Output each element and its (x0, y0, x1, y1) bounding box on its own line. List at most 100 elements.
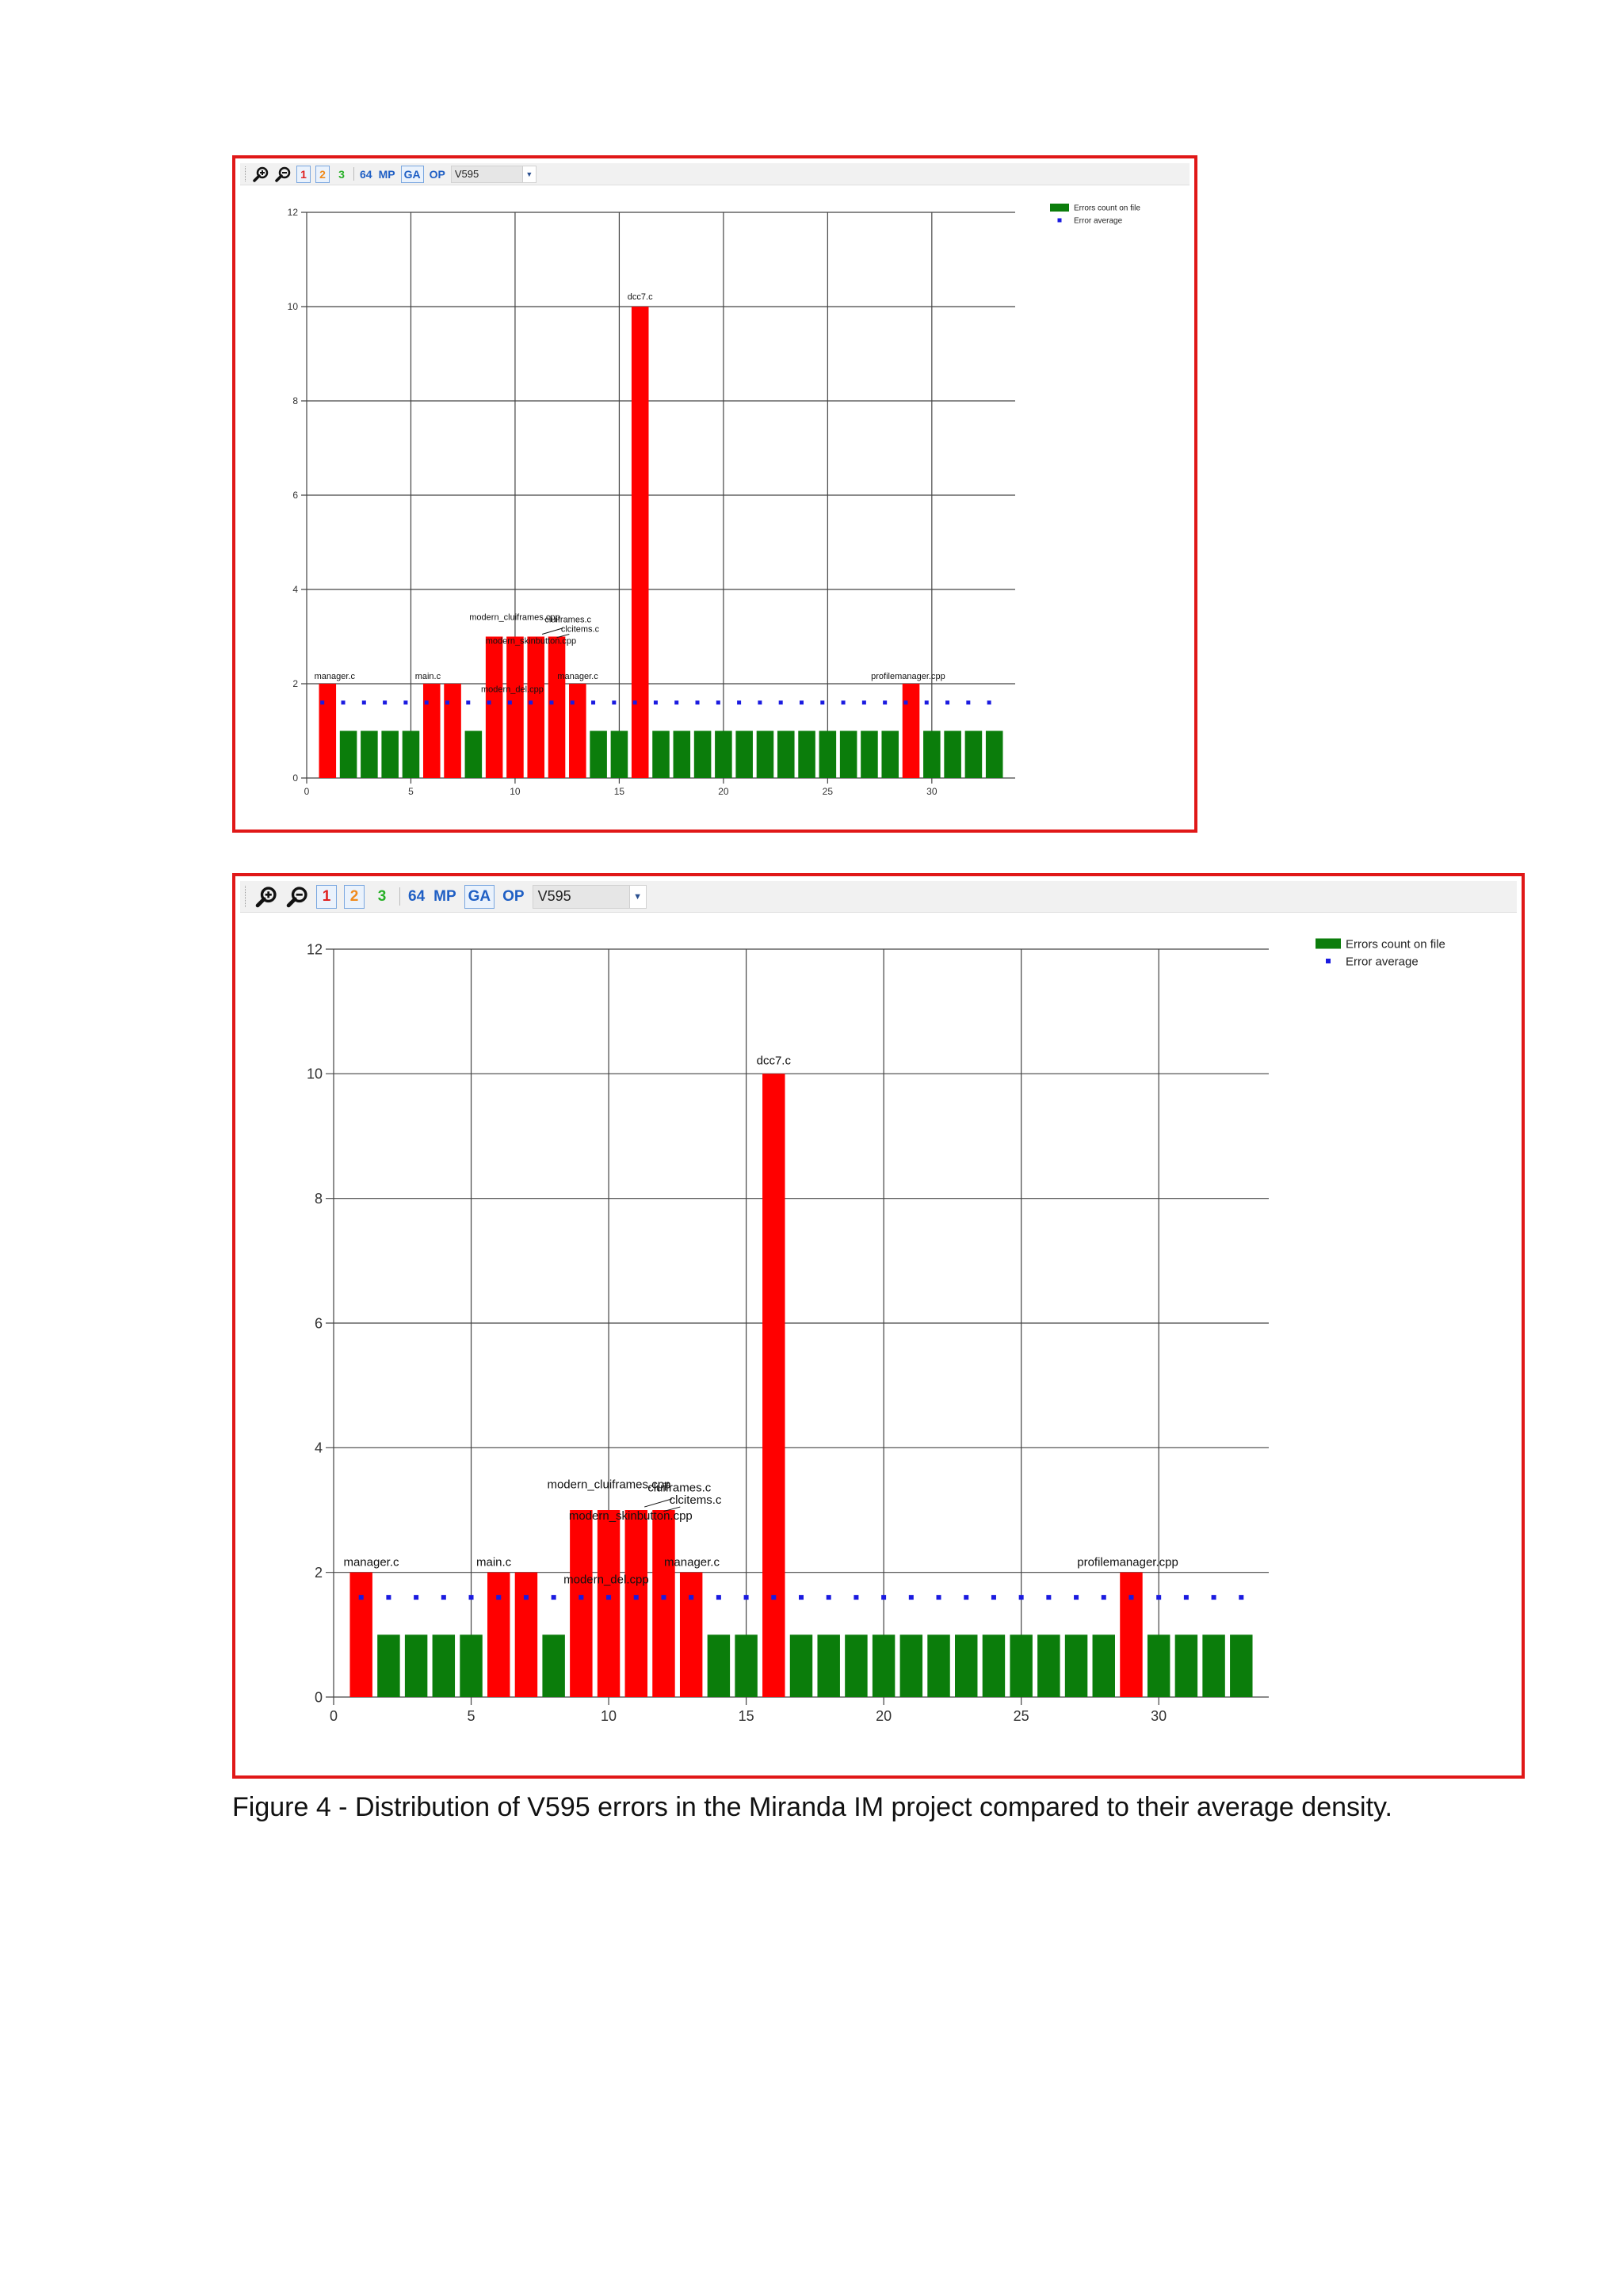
bar (485, 636, 503, 778)
average-point (903, 700, 908, 705)
legend-swatch (1316, 938, 1341, 949)
diagnostic-filter-value: V595 (454, 168, 479, 180)
y-tick-label: 0 (315, 1689, 323, 1705)
average-point (861, 700, 866, 705)
average-point (445, 700, 449, 705)
average-point (674, 700, 679, 705)
average-point (661, 1595, 666, 1600)
diagnostic-filter-dropdown[interactable]: V595 ▼ (450, 165, 537, 183)
bar (339, 730, 357, 778)
label-pointer (644, 1498, 673, 1508)
category-ga-toggle[interactable]: GA (464, 884, 495, 909)
average-point (826, 1595, 831, 1600)
bar (777, 730, 795, 778)
zoom-in-icon[interactable] (254, 885, 278, 909)
level-1-toggle[interactable]: 1 (296, 165, 311, 183)
data-label: modern_skinbutton.cpp (569, 1509, 693, 1523)
bar (1174, 1634, 1198, 1697)
bar (548, 636, 566, 778)
average-point (689, 1595, 694, 1600)
category-64-toggle[interactable]: 64 (360, 167, 372, 181)
average-point (716, 700, 720, 705)
level-2-toggle[interactable]: 2 (344, 884, 365, 909)
x-tick-label: 20 (718, 786, 729, 797)
category-mp-toggle[interactable]: MP (378, 167, 395, 181)
data-label: profilemanager.cpp (871, 672, 945, 681)
data-label: dcc7.c (628, 292, 653, 302)
level-2-toggle[interactable]: 2 (315, 165, 330, 183)
bar (985, 730, 1003, 778)
average-point (386, 1595, 391, 1600)
data-label: modern_skinbutton.cpp (486, 636, 576, 646)
average-point (945, 700, 950, 705)
average-point (883, 700, 888, 705)
bar (735, 730, 753, 778)
average-point (612, 700, 617, 705)
legend-label: Error average (1346, 955, 1419, 968)
bar (789, 1634, 813, 1697)
category-op-toggle[interactable]: OP (502, 887, 525, 905)
average-point (881, 1595, 887, 1600)
average-point (924, 700, 929, 705)
bar (514, 1572, 538, 1697)
category-ga-toggle[interactable]: GA (400, 165, 424, 183)
bar (460, 1634, 483, 1697)
y-tick-label: 10 (307, 1066, 323, 1082)
data-label: manager.c (343, 1556, 399, 1569)
category-64-toggle[interactable]: 64 (408, 887, 426, 905)
average-point (551, 1595, 556, 1600)
zoom-out-icon[interactable] (274, 166, 292, 183)
legend-swatch (1050, 204, 1069, 212)
level-3-toggle[interactable]: 3 (377, 887, 387, 905)
bar (432, 1634, 456, 1697)
chevron-down-icon[interactable]: ▼ (521, 166, 536, 182)
label-pointer (556, 634, 570, 639)
y-tick-label: 4 (292, 584, 298, 595)
y-tick-label: 6 (292, 490, 298, 501)
level-1-toggle[interactable]: 1 (316, 884, 337, 909)
average-point (695, 700, 700, 705)
chart-1: 0 2 4 6 8 10 12 0 5 10 15 20 25 30 manager.c main.c mode… (288, 204, 1140, 797)
average-point (424, 700, 429, 705)
data-label: manager.c (557, 672, 598, 681)
category-mp-toggle[interactable]: MP (433, 887, 456, 905)
diagnostic-filter-dropdown[interactable]: V595 ▼ (532, 884, 647, 909)
zoom-out-icon[interactable] (285, 885, 309, 909)
average-point (591, 700, 596, 705)
average-point (771, 1595, 777, 1600)
bar (923, 730, 941, 778)
average-point (579, 1595, 584, 1600)
legend-label: Errors count on file (1346, 937, 1445, 951)
bar (1010, 1634, 1033, 1697)
bar (624, 1510, 647, 1697)
x-tick-label: 10 (601, 1708, 617, 1724)
chevron-down-icon[interactable]: ▼ (628, 885, 646, 908)
average-point (466, 700, 471, 705)
x-tick-label: 25 (823, 786, 834, 797)
data-label: profilemanager.cpp (1077, 1556, 1178, 1569)
bar (506, 636, 524, 778)
bar (1230, 1634, 1253, 1697)
legend-label: Error average (1074, 217, 1123, 226)
average-point (991, 1595, 996, 1600)
level-3-toggle[interactable]: 3 (338, 167, 345, 181)
y-tick-label: 2 (292, 678, 298, 689)
x-tick-label: 20 (876, 1708, 892, 1724)
y-tick-label: 8 (315, 1191, 323, 1207)
x-tick-label: 30 (1151, 1708, 1167, 1724)
bar (487, 1572, 510, 1697)
bar (673, 730, 691, 778)
bar (817, 1634, 840, 1697)
average-point (820, 700, 825, 705)
zoom-in-icon[interactable] (252, 166, 269, 183)
legend-swatch (1326, 959, 1331, 963)
average-point (1074, 1595, 1079, 1600)
average-point (414, 1595, 419, 1600)
category-op-toggle[interactable]: OP (429, 167, 445, 181)
average-point (1156, 1595, 1162, 1600)
data-label: manager.c (315, 672, 356, 681)
average-point (758, 700, 762, 705)
x-tick-label: 5 (408, 786, 414, 797)
average-point (743, 1595, 749, 1600)
